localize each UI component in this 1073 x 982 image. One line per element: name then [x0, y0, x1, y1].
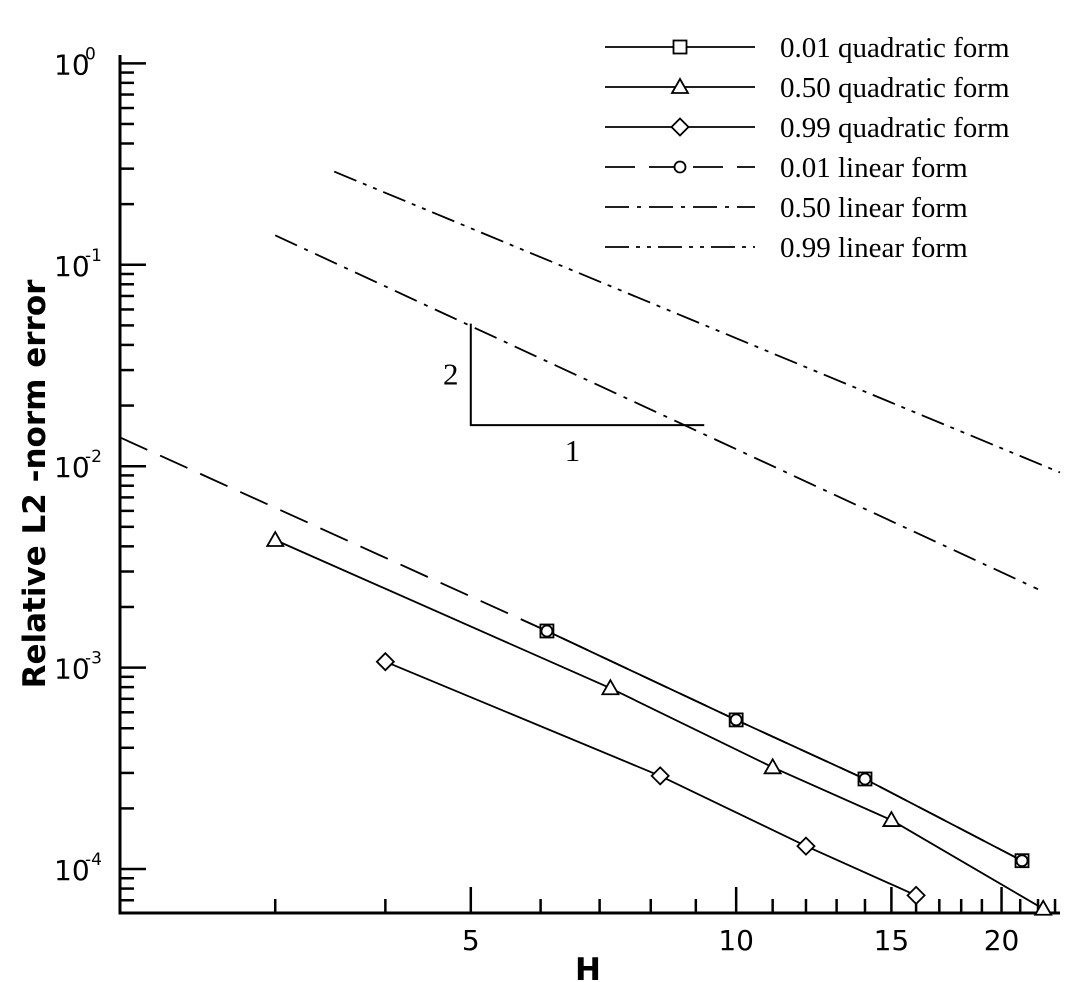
- legend-entry: 0.50 linear form: [605, 192, 968, 224]
- x-tick-label: 5: [462, 924, 480, 957]
- y-tick-exponent: -1: [85, 246, 102, 266]
- y-tick-exponent: -3: [85, 649, 102, 669]
- slope-annotation: 2 1: [443, 323, 705, 468]
- data-point-circle: [729, 713, 743, 727]
- series-layer: [120, 170, 1061, 916]
- y-axis-title: Relative L2 -norm error: [17, 279, 53, 689]
- data-point-diamond: [906, 885, 926, 906]
- series-line: [274, 234, 1039, 591]
- data-point-circle: [1015, 854, 1029, 868]
- legend-entry: 0.01 quadratic form: [605, 32, 1010, 64]
- legend-label: 0.50 quadratic form: [780, 72, 1010, 104]
- series-line: [120, 436, 1023, 862]
- series-4: [120, 436, 1029, 868]
- legend-marker-square: [672, 39, 688, 55]
- data-point-triangle: [600, 678, 620, 696]
- data-point-triangle: [1033, 898, 1053, 916]
- series-1: [539, 623, 1030, 869]
- legend-marker-diamond: [670, 117, 690, 137]
- slope-vertical-label: 2: [443, 356, 459, 391]
- data-point-diamond: [375, 651, 396, 672]
- x-tick-label: 20: [984, 924, 1020, 957]
- y-tick-exponent: -2: [85, 447, 102, 467]
- series-line: [385, 660, 917, 897]
- y-tick-label: 10-3: [54, 649, 102, 686]
- legend-entry: 0.99 quadratic form: [605, 112, 1010, 144]
- legend-entry: 0.01 linear form: [605, 152, 968, 184]
- x-tick-label: 10: [718, 924, 754, 957]
- y-tick-label: 100: [54, 44, 96, 81]
- data-point-circle: [858, 772, 872, 786]
- y-tick-base: 10: [54, 48, 90, 81]
- slope-triangle: [469, 323, 705, 427]
- legend-marker-triangle: [670, 77, 690, 94]
- data-point-triangle: [881, 810, 901, 827]
- legend-label: 0.01 quadratic form: [780, 32, 1010, 64]
- data-point-triangle: [265, 530, 285, 547]
- y-tick-base: 10: [54, 653, 90, 686]
- series-2: [265, 530, 1053, 916]
- data-point-diamond: [796, 836, 816, 856]
- x-axis-title: H: [575, 952, 601, 982]
- data-point-circle: [540, 624, 554, 638]
- series-line: [333, 170, 1061, 474]
- y-tick-label: 10-1: [54, 246, 102, 283]
- data-point-diamond: [650, 766, 670, 786]
- y-tick-label: 10-2: [54, 447, 102, 484]
- legend-entry: 0.50 quadratic form: [605, 72, 1010, 104]
- y-tick-base: 10: [54, 451, 90, 484]
- legend-label: 0.50 linear form: [780, 192, 968, 224]
- x-tick-label: 15: [874, 924, 910, 957]
- legend-label: 0.99 linear form: [780, 232, 968, 264]
- legend-label: 0.01 linear form: [780, 152, 968, 184]
- slope-horizontal-label: 1: [565, 433, 581, 468]
- legend-entry: 0.99 linear form: [605, 232, 968, 264]
- series-6: [333, 170, 1061, 474]
- y-tick-exponent: 0: [85, 44, 96, 64]
- series-5: [274, 234, 1039, 591]
- y-tick-exponent: -4: [85, 850, 102, 870]
- legend-marker-circle: [673, 160, 687, 174]
- y-tick-label: 10-4: [54, 850, 102, 887]
- data-point-triangle: [763, 757, 783, 775]
- y-tick-base: 10: [54, 854, 90, 887]
- series-3: [375, 651, 926, 906]
- y-tick-base: 10: [54, 250, 90, 283]
- legend-label: 0.99 quadratic form: [780, 112, 1010, 144]
- legend: 0.01 quadratic form 0.50 quadratic form 0.…: [605, 32, 1010, 264]
- series-line: [274, 539, 1044, 910]
